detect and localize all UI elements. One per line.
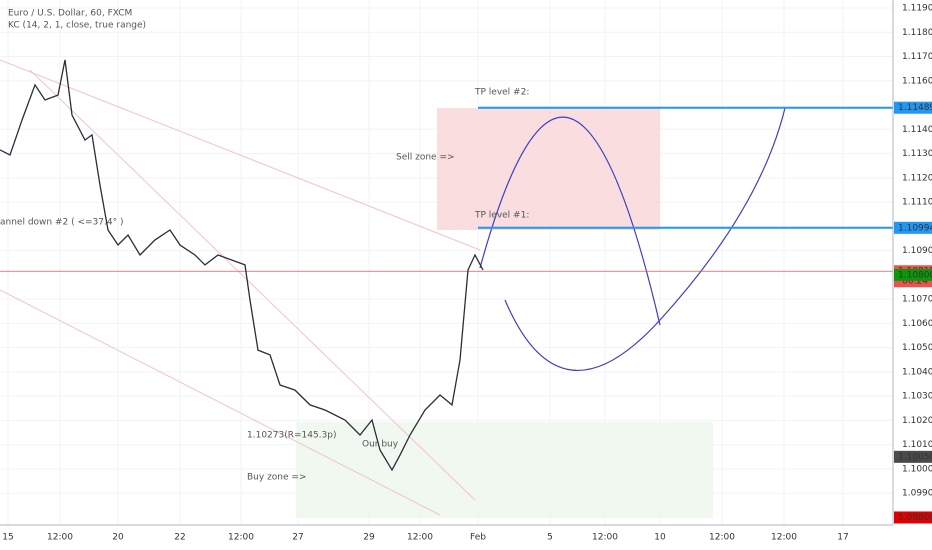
y-tick-label: 1.10600 [902, 319, 932, 329]
price-label-box [894, 221, 932, 234]
channel-line [29, 69, 476, 501]
y-tick-label: 1.10700 [902, 295, 932, 305]
channel-line [0, 289, 441, 516]
indicator-label: KC (14, 2, 1, close, true range) [8, 21, 146, 31]
y-tick-label: 1.11900 [902, 4, 932, 14]
countdown: 06:24 [902, 277, 928, 287]
x-tick-label: 5 [547, 533, 553, 543]
x-tick-label: 20 [112, 533, 124, 543]
annotation: annel down #2 ( <=37.4° ) [0, 218, 123, 228]
price-label: 1.11489 [898, 103, 932, 113]
annotation: Our buy [362, 440, 399, 450]
price-label-box [894, 101, 932, 114]
grid [0, 0, 893, 525]
annotation: 1.10273(R=145.3p) [247, 431, 337, 441]
annotation: Sell zone => [396, 153, 455, 163]
y-tick-label: 1.10300 [902, 392, 932, 402]
x-tick-label: 12:00 [228, 533, 254, 543]
price-label-box [894, 511, 932, 524]
x-tick-label: 27 [292, 533, 303, 543]
x-tick-label: Feb [470, 533, 486, 543]
annotation: TP level #2: [474, 88, 529, 98]
channel-line [0, 59, 481, 251]
x-tick-label: 10 [654, 533, 666, 543]
price-label: 1.10800 [898, 270, 932, 280]
x-tick-label: 12:00 [771, 533, 797, 543]
y-tick-label: 1.10000 [902, 464, 932, 474]
x-tick-label: 12:00 [592, 533, 618, 543]
x-tick-label: 22 [174, 533, 185, 543]
price-line [0, 59, 484, 472]
chart-title: Euro / U.S. Dollar, 60, FXCM [8, 9, 132, 19]
y-tick-label: 1.11300 [902, 149, 932, 159]
plot [0, 59, 893, 472]
x-tick-label: 29 [363, 533, 375, 543]
y-tick-label: 1.10900 [902, 246, 932, 256]
y-tick-label: 1.09900 [902, 489, 932, 499]
price-label-box [894, 450, 932, 463]
x-tick-label: 15 [2, 533, 13, 543]
y-tick-label: 1.11800 [902, 28, 932, 38]
y-tick-label: 1.11600 [902, 76, 932, 86]
y-tick-label: 1.11100 [902, 198, 932, 208]
x-tick-label: 12:00 [47, 533, 73, 543]
y-tick-label: 1.11700 [902, 52, 932, 62]
y-tick-label: 1.11200 [902, 173, 932, 183]
projection-curve [479, 116, 661, 326]
price-label: 1.09800 [898, 513, 932, 523]
projection-curve [504, 107, 786, 371]
annotation: Buy zone => [247, 473, 306, 483]
y-tick-label: 1.10400 [902, 367, 932, 377]
y-tick-label: 1.10200 [902, 416, 932, 426]
y-tick-label: 1.10100 [902, 440, 932, 450]
price-label: 1.10994 [898, 223, 932, 233]
axes: 1.11900 1.11800 1.11700 1.11600 1.11400 1.113… [2, 4, 932, 543]
x-tick-label: 12:00 [407, 533, 433, 543]
annotation: TP level #1: [474, 211, 529, 221]
buy-zone [296, 422, 713, 518]
price-label: 1.10050 [898, 452, 932, 462]
y-tick-label: 1.11400 [902, 125, 932, 135]
x-tick-label: 12:00 [709, 533, 735, 543]
x-tick-label: 17 [837, 533, 848, 543]
y-tick-label: 1.10500 [902, 343, 932, 353]
price-label-box [894, 268, 932, 281]
sell-zone [437, 108, 660, 230]
